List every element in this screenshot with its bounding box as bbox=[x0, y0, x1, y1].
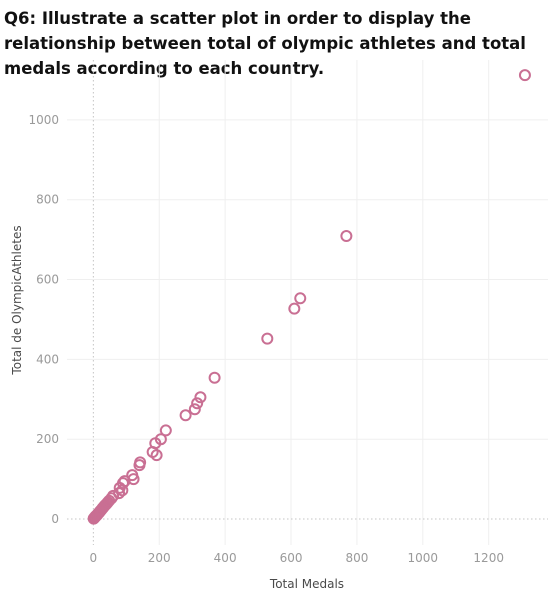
data-point bbox=[191, 397, 204, 410]
y-axis-title: Total de OlympicAthletes bbox=[10, 225, 24, 375]
data-point bbox=[134, 456, 147, 469]
data-point bbox=[294, 292, 307, 305]
data-point bbox=[127, 473, 140, 486]
data-points bbox=[87, 69, 531, 525]
y-axis-ticks: 0 200 400 600 800 1000 bbox=[28, 113, 59, 526]
zero-reference-lines bbox=[67, 60, 548, 545]
data-point bbox=[261, 332, 274, 345]
gridlines bbox=[67, 60, 548, 545]
x-tick-label: 1000 bbox=[408, 551, 439, 565]
data-point bbox=[113, 487, 126, 500]
data-point bbox=[117, 477, 130, 490]
x-axis-ticks: 0 200 400 600 800 1000 1200 bbox=[90, 551, 504, 565]
x-tick-label: 600 bbox=[280, 551, 303, 565]
x-tick-label: 0 bbox=[90, 551, 98, 565]
data-point bbox=[194, 391, 207, 404]
data-point bbox=[154, 433, 167, 446]
x-axis-title: Total Medals bbox=[269, 577, 344, 591]
y-tick-label: 400 bbox=[36, 352, 59, 366]
data-point bbox=[107, 489, 120, 502]
y-tick-label: 200 bbox=[36, 432, 59, 446]
data-point bbox=[150, 449, 163, 462]
data-point bbox=[340, 230, 353, 243]
x-tick-label: 800 bbox=[345, 551, 368, 565]
y-tick-label: 0 bbox=[51, 512, 59, 526]
x-tick-label: 400 bbox=[214, 551, 237, 565]
x-tick-label: 1200 bbox=[473, 551, 504, 565]
chart-title: Q6: Illustrate a scatter plot in order t… bbox=[4, 9, 526, 78]
data-point bbox=[518, 69, 531, 82]
x-tick-label: 200 bbox=[148, 551, 171, 565]
y-tick-label: 800 bbox=[36, 193, 59, 207]
data-point bbox=[288, 302, 301, 315]
y-tick-label: 1000 bbox=[28, 113, 59, 127]
data-point bbox=[159, 424, 172, 437]
y-tick-label: 600 bbox=[36, 273, 59, 287]
data-point bbox=[179, 409, 192, 422]
data-point bbox=[208, 371, 221, 384]
data-point bbox=[188, 403, 201, 416]
